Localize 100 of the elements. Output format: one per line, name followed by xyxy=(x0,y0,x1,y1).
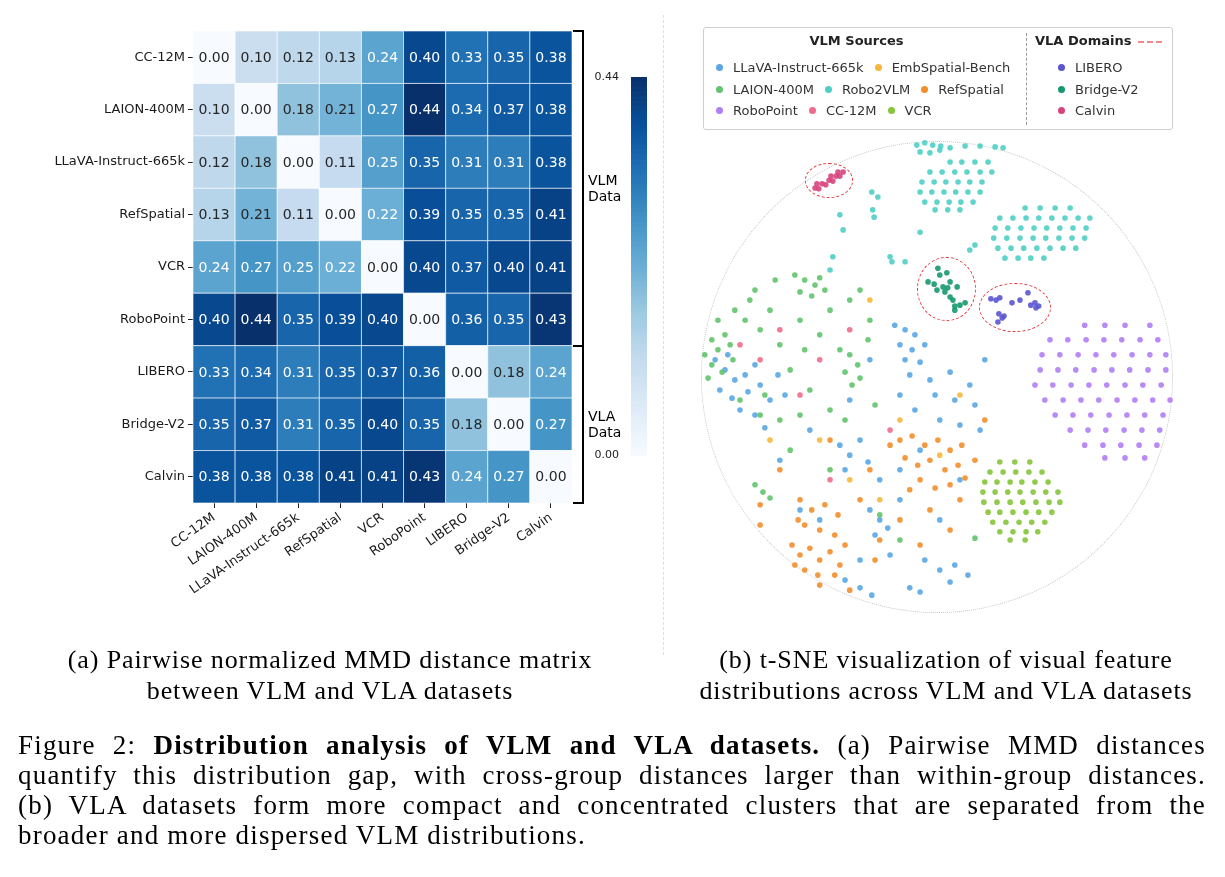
text: (a) Pairwise MMD distances xyxy=(837,730,1206,760)
data-label: 0.41 xyxy=(324,468,356,485)
data-label: 0.40 xyxy=(366,415,399,432)
data-label: 0.00 xyxy=(535,468,567,485)
data-label: 0.31 xyxy=(451,153,483,170)
data-label: 0.27 xyxy=(366,101,399,118)
data-label: 0.11 xyxy=(282,206,314,223)
data-label: 0.11 xyxy=(324,153,356,170)
data-label: 0.34 xyxy=(451,101,483,118)
data-label: 0.24 xyxy=(535,363,567,380)
data-label: 0.35 xyxy=(282,311,314,328)
data-label: 0.00 xyxy=(198,48,230,65)
data-label: 0.00 xyxy=(451,363,483,380)
data-label: 0.36 xyxy=(409,363,441,380)
data-label: 0.13 xyxy=(198,206,230,223)
data-label: 0.25 xyxy=(366,153,399,170)
data-label: 0.25 xyxy=(282,258,314,275)
data-label: 0.27 xyxy=(535,415,567,432)
caption: Figure 2: xyxy=(18,730,137,760)
data-label: 0.18 xyxy=(451,415,483,432)
data-label: 0.18 xyxy=(282,101,314,118)
color-bar-label: 0.44 xyxy=(594,69,619,83)
data-label: 0.24 xyxy=(198,258,230,275)
data-label: 0.00 xyxy=(324,206,356,223)
text: VLA Data xyxy=(588,408,623,441)
data-label: 0.31 xyxy=(493,153,525,170)
data-label: 0.24 xyxy=(451,468,483,485)
data-label: 0.31 xyxy=(282,415,314,432)
data-label: 0.00 xyxy=(409,311,441,328)
y-tick-label: LLaVA-Instruct-665k xyxy=(54,153,186,169)
data-label: 0.12 xyxy=(198,153,230,170)
data-label: 0.36 xyxy=(451,311,483,328)
data-label: 0.39 xyxy=(324,311,356,328)
data-label: 0.37 xyxy=(240,415,272,432)
data-label: 0.43 xyxy=(535,311,567,328)
data-label: 0.38 xyxy=(535,101,567,118)
legend-label: Calvin xyxy=(1075,102,1116,120)
data-label: 0.12 xyxy=(282,48,314,65)
data-label: 0.22 xyxy=(366,206,399,223)
data-label: 0.22 xyxy=(324,258,356,275)
data-label: 0.33 xyxy=(451,48,483,65)
color-bar-label: 0.00 xyxy=(594,447,619,461)
y-tick-label: Bridge-V2 xyxy=(121,415,185,431)
data-label: 0.41 xyxy=(535,206,567,223)
legend-label: Robo2VLM xyxy=(841,80,911,99)
data-label: 0.35 xyxy=(493,206,525,223)
y-tick-label: Calvin xyxy=(144,468,185,484)
data-label: 0.00 xyxy=(366,258,399,275)
legend-label: LIBERO xyxy=(1075,59,1123,77)
data-label: 0.34 xyxy=(240,363,272,380)
data-label: 0.40 xyxy=(409,48,441,65)
y-tick-label: RoboPoint xyxy=(120,310,185,326)
data-label: 0.10 xyxy=(240,48,272,65)
data-label: 0.44 xyxy=(409,101,441,118)
legend-label: RefSpatial xyxy=(938,80,1004,99)
text: VLM Data xyxy=(588,172,623,205)
data-label: 0.35 xyxy=(198,415,230,432)
data-label: 0.35 xyxy=(409,415,441,432)
y-tick-label: LAION-400M xyxy=(104,101,185,117)
data-label: 0.21 xyxy=(324,101,356,118)
data-label: 0.00 xyxy=(282,153,314,170)
data-label: 0.33 xyxy=(198,363,230,380)
data-label: 0.27 xyxy=(240,258,272,275)
data-label: 0.35 xyxy=(324,415,356,432)
text: (b) t-SNE visualization of visual feature distributions across VLM and VLA datasets xyxy=(699,645,1193,705)
legend-label: LAION-400M xyxy=(733,80,814,99)
data-label: 0.40 xyxy=(198,311,230,328)
data-label: 0.38 xyxy=(282,468,314,485)
data-label: 0.00 xyxy=(493,415,525,432)
data-label: 0.10 xyxy=(198,101,230,118)
data-label: 0.37 xyxy=(493,101,525,118)
data-label: 0.37 xyxy=(451,258,483,275)
text: broader and more dispersed VLM distributions. xyxy=(18,820,586,850)
data-label: 0.40 xyxy=(366,311,399,328)
y-tick-label: RefSpatial xyxy=(119,205,185,221)
legend-label: LLaVA-Instruct-665k xyxy=(733,59,864,77)
data-label: 0.31 xyxy=(282,363,314,380)
data-label: 0.38 xyxy=(198,468,230,485)
data-label: 0.35 xyxy=(409,153,441,170)
data-label: 0.35 xyxy=(451,206,483,223)
data-label: 0.41 xyxy=(366,468,399,485)
data-label: 0.39 xyxy=(409,206,441,223)
data-label: 0.38 xyxy=(535,153,567,170)
text: (b) VLA datasets form more compact and concentrated clusters that are separated from the xyxy=(18,790,1206,820)
data-label: 0.00 xyxy=(240,101,272,118)
data-label: 0.35 xyxy=(493,311,525,328)
data-label: 0.35 xyxy=(493,48,525,65)
data-label: 0.43 xyxy=(409,468,441,485)
data-label: 0.13 xyxy=(324,48,356,65)
y-tick-label: VCR xyxy=(157,258,185,274)
legend-title: VLM Sources xyxy=(808,33,905,49)
legend-label: CC-12M xyxy=(825,102,877,120)
legend-label: Bridge-V2 xyxy=(1075,80,1139,99)
data-label: 0.24 xyxy=(366,48,399,65)
y-tick-label: CC-12M xyxy=(134,48,185,64)
text: Distribution analysis of VLM and VLA datasets. xyxy=(153,730,821,760)
data-label: 0.40 xyxy=(409,258,441,275)
data-label: 0.18 xyxy=(240,153,272,170)
data-label: 0.37 xyxy=(366,363,399,380)
legend-label: VCR xyxy=(904,102,932,120)
